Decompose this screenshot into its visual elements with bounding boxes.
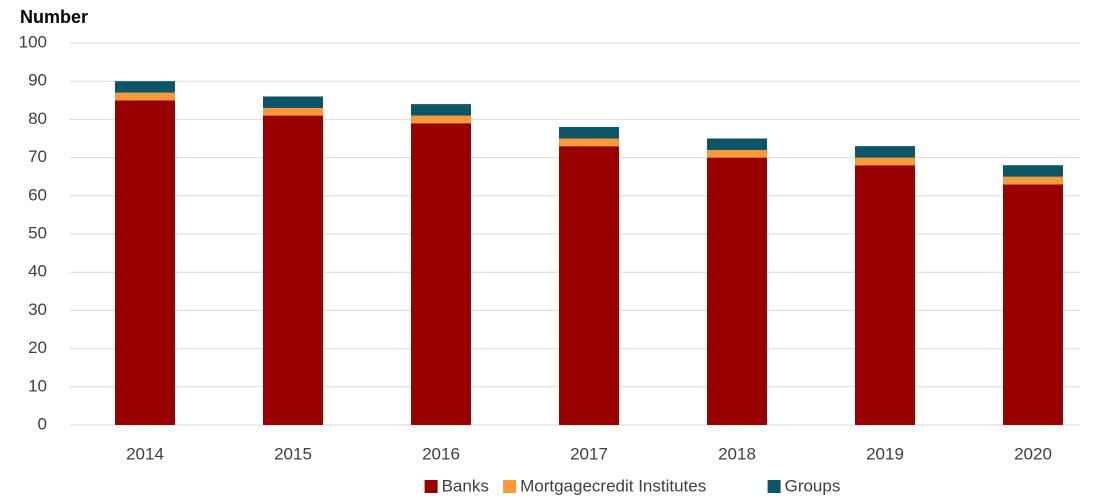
y-tick-label: 30 [28,300,47,319]
y-tick-label: 70 [28,147,47,166]
bar-segment [559,127,619,139]
x-tick-label: 2018 [718,444,756,463]
bar-segment [855,146,915,158]
y-tick-label: 50 [28,223,47,242]
x-tick-label: 2019 [866,444,904,463]
bar-segment [559,138,619,147]
bar-segment [115,92,175,101]
legend-swatch [767,480,781,493]
y-tick-label: 40 [28,262,47,281]
bar-segment [263,96,323,108]
y-tick-label: 0 [38,414,47,433]
legend-label: Banks [442,476,489,495]
legend-label: Groups [785,476,841,495]
chart-title: Number [20,7,88,27]
bar-segment [855,157,915,166]
bar-segment [855,165,915,426]
x-tick-label: 2016 [422,444,460,463]
bar-segment [707,149,767,158]
bar-segment [115,81,175,93]
x-tick-label: 2017 [570,444,608,463]
legend-swatch [424,480,438,493]
bar-segment [263,115,323,425]
legend-label: Mortgagecredit Institutes [520,476,706,495]
legend-swatch [503,480,517,493]
bar-segment [1003,176,1063,185]
y-tick-label: 60 [28,185,47,204]
bar-segment [115,100,175,426]
y-tick-label: 80 [28,109,47,128]
bar-segment [411,123,471,425]
y-tick-label: 100 [19,32,47,51]
bar-segment [411,115,471,124]
bar-segment [263,107,323,116]
bar-segment [1003,184,1063,425]
x-tick-label: 2020 [1014,444,1052,463]
y-tick-label: 90 [28,71,47,90]
bar-segment [707,157,767,425]
x-tick-label: 2014 [126,444,164,463]
bar-segment [559,146,619,425]
bar-segment [411,104,471,116]
x-tick-label: 2015 [274,444,312,463]
y-tick-label: 10 [28,376,47,395]
bar-segment [1003,165,1063,177]
bar-segment [707,138,767,150]
y-tick-label: 20 [28,338,47,357]
